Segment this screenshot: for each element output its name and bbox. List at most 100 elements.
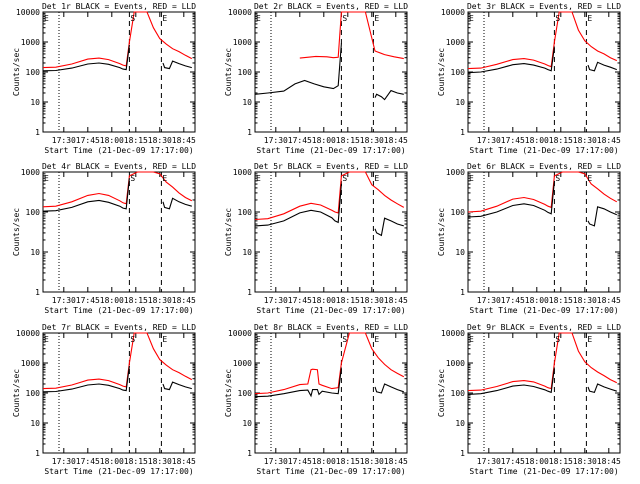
- x-tick-label: 18:45: [597, 296, 621, 305]
- series-line: [42, 44, 130, 72]
- series-line: [467, 171, 618, 213]
- series-line: [467, 46, 555, 74]
- x-axis-label: Start Time (21-Dec-09 17:17:00): [469, 306, 618, 315]
- plot-frame: [42, 332, 196, 454]
- x-tick-label: 18:45: [384, 457, 408, 466]
- y-axis-label: Counts/sec: [224, 48, 233, 96]
- series-line: [254, 367, 342, 398]
- detector-panel: [254, 332, 408, 454]
- marker-label: E: [44, 14, 49, 23]
- x-tick-label: 18:30: [573, 457, 597, 466]
- series-line: [254, 171, 405, 221]
- y-tick-label: 10: [30, 248, 40, 257]
- plot-frame: [467, 171, 621, 293]
- y-tick-label: 100: [26, 389, 41, 398]
- y-tick-label: 10: [30, 419, 40, 428]
- y-tick-label: 10: [455, 98, 465, 107]
- plot-frame: [254, 171, 408, 293]
- detector-panel: [254, 11, 408, 133]
- y-tick-label: 100: [238, 208, 253, 217]
- marker-label: E: [162, 174, 167, 183]
- x-tick-label: 18:45: [384, 136, 408, 145]
- x-tick-label: 17:30: [477, 136, 501, 145]
- x-tick-label: 17:30: [52, 457, 76, 466]
- x-tick-label: 18:15: [336, 136, 360, 145]
- x-tick-label: 17:45: [501, 457, 525, 466]
- series-line: [467, 180, 555, 218]
- series-line: [467, 11, 618, 70]
- panel-title: Det 3r BLACK = Events, RED = LLD: [467, 2, 621, 11]
- y-tick-label: 100: [238, 389, 253, 398]
- series-line: [42, 171, 193, 208]
- plot-frame: [42, 11, 196, 133]
- detector-panel: [42, 171, 196, 293]
- marker-label: E: [162, 14, 167, 23]
- marker-label: E: [469, 14, 474, 23]
- y-tick-label: 1: [247, 449, 252, 458]
- plot-frame: [42, 171, 196, 293]
- x-tick-label: 18:15: [124, 136, 148, 145]
- y-tick-label: 100: [451, 389, 466, 398]
- x-axis-label: Start Time (21-Dec-09 17:17:00): [469, 467, 618, 476]
- x-tick-label: 17:30: [264, 457, 288, 466]
- x-tick-label: 17:45: [76, 136, 100, 145]
- series-line: [42, 365, 130, 393]
- x-axis-label: Start Time (21-Dec-09 17:17:00): [44, 146, 193, 155]
- series-line: [162, 197, 192, 210]
- series-line: [254, 183, 342, 227]
- x-axis-label: Start Time (21-Dec-09 17:17:00): [469, 146, 618, 155]
- x-tick-label: 18:15: [549, 136, 573, 145]
- series-line: [374, 383, 404, 394]
- x-tick-label: 18:30: [573, 136, 597, 145]
- series-line: [587, 206, 618, 227]
- marker-label: E: [256, 174, 261, 183]
- x-tick-label: 18:45: [597, 457, 621, 466]
- y-tick-label: 10000: [441, 329, 465, 338]
- marker-label: S: [555, 335, 560, 344]
- y-tick-label: 1000: [21, 38, 40, 47]
- plot-frame: [467, 332, 621, 454]
- y-tick-label: 1: [247, 288, 252, 297]
- x-tick-label: 18:30: [360, 136, 384, 145]
- y-axis-label: Counts/sec: [12, 208, 21, 256]
- y-tick-label: 1000: [446, 359, 465, 368]
- y-tick-label: 10: [242, 419, 252, 428]
- series-line: [42, 332, 193, 390]
- detector-panel: [42, 332, 196, 454]
- x-tick-label: 18:15: [336, 296, 360, 305]
- marker-label: E: [587, 14, 592, 23]
- y-tick-label: 10: [242, 248, 252, 257]
- panel-title: Det 2r BLACK = Events, RED = LLD: [254, 2, 408, 11]
- x-tick-label: 18:45: [172, 136, 196, 145]
- marker-label: E: [256, 14, 261, 23]
- y-tick-label: 1000: [233, 359, 252, 368]
- x-tick-label: 18:15: [336, 457, 360, 466]
- y-tick-label: 1: [35, 449, 40, 458]
- y-tick-label: 10: [242, 98, 252, 107]
- series-line: [299, 11, 404, 60]
- plot-frame: [254, 11, 408, 133]
- y-tick-label: 10000: [16, 329, 40, 338]
- x-tick-label: 18:45: [172, 296, 196, 305]
- marker-label: S: [130, 14, 135, 23]
- marker-label: E: [587, 335, 592, 344]
- series-line: [467, 367, 555, 395]
- x-tick-label: 17:45: [501, 136, 525, 145]
- marker-label: E: [469, 174, 474, 183]
- marker-label: S: [555, 14, 560, 23]
- panel-title: Det 1r BLACK = Events, RED = LLD: [42, 2, 196, 11]
- y-tick-label: 10000: [16, 8, 40, 17]
- panel-title: Det 6r BLACK = Events, RED = LLD: [467, 162, 621, 171]
- x-tick-label: 17:30: [52, 136, 76, 145]
- x-axis-label: Start Time (21-Dec-09 17:17:00): [44, 467, 193, 476]
- panel-title: Det 9r BLACK = Events, RED = LLD: [467, 323, 621, 332]
- x-tick-label: 17:45: [288, 136, 312, 145]
- x-tick-label: 18:30: [360, 457, 384, 466]
- detector-panel: [467, 332, 621, 454]
- x-tick-label: 17:30: [264, 296, 288, 305]
- x-axis-label: Start Time (21-Dec-09 17:17:00): [256, 467, 405, 476]
- y-tick-label: 1000: [233, 38, 252, 47]
- marker-label: S: [130, 335, 135, 344]
- y-tick-label: 1000: [446, 38, 465, 47]
